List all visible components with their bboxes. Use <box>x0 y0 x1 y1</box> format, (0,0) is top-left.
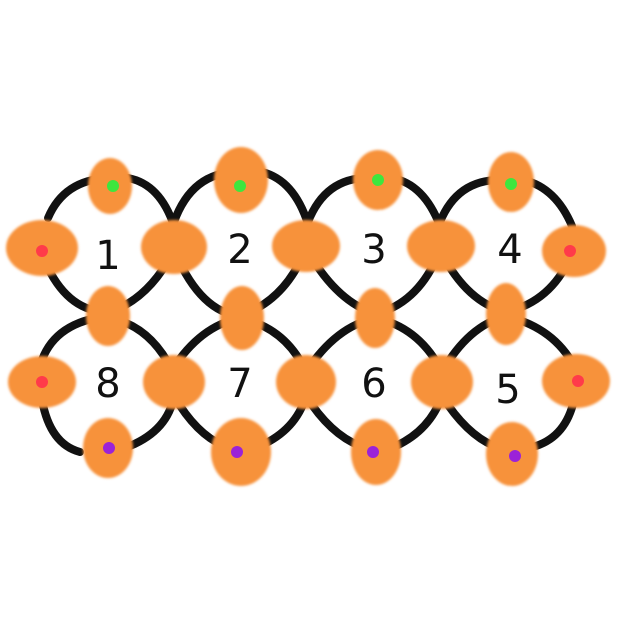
bead-center <box>86 286 130 346</box>
thread-line <box>258 168 312 228</box>
bead-joint <box>141 220 207 274</box>
purple-dot <box>231 446 243 458</box>
red-dot <box>564 245 576 257</box>
bead-center <box>355 288 395 348</box>
cell-label-6: 6 <box>361 361 386 407</box>
bead-center <box>486 283 526 345</box>
purple-dot <box>103 442 115 454</box>
cell-label-1: 1 <box>95 233 120 279</box>
cell-label-5: 5 <box>495 367 520 413</box>
red-dot <box>572 375 584 387</box>
beads <box>6 147 610 486</box>
thread-line <box>38 396 84 456</box>
bead-center <box>220 286 264 350</box>
cell-label-8: 8 <box>95 361 120 407</box>
bead-joint <box>143 355 205 409</box>
cell-label-4: 4 <box>497 227 522 273</box>
cell-label-7: 7 <box>227 361 252 407</box>
thread-line <box>124 174 178 230</box>
purple-dot <box>367 446 379 458</box>
cell-numbers: 1 2 3 4 8 7 6 5 <box>95 227 522 413</box>
bead-joint <box>411 355 473 409</box>
cell-label-2: 2 <box>227 227 252 273</box>
purple-dot <box>509 450 521 462</box>
green-dot <box>372 174 384 186</box>
bead-joint <box>276 355 336 409</box>
red-dot <box>36 376 48 388</box>
green-dot <box>505 178 517 190</box>
bead-joint <box>407 220 475 272</box>
bead-joint <box>272 220 340 272</box>
red-dot <box>36 245 48 257</box>
green-dot <box>234 180 246 192</box>
bead-top-2 <box>214 147 268 213</box>
cell-label-3: 3 <box>361 227 386 273</box>
green-dot <box>107 180 119 192</box>
